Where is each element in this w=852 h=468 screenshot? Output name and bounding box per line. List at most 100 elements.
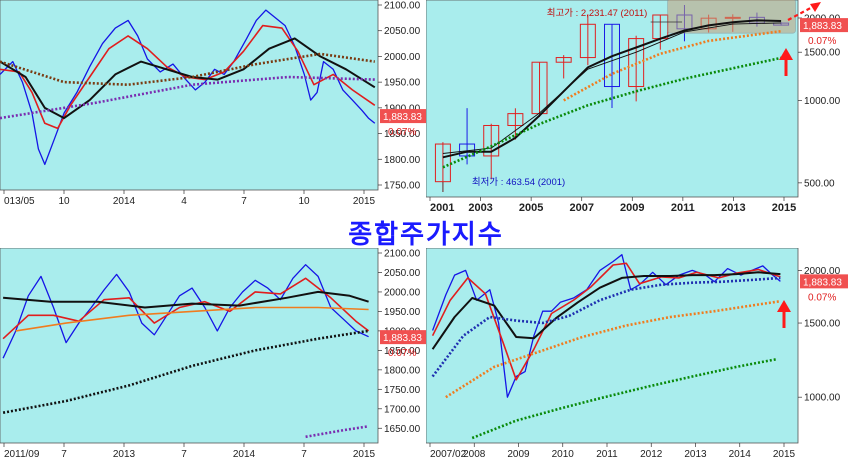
x-tick-label: 2007/02 bbox=[430, 449, 467, 460]
y-tick-label: 1950.00 bbox=[384, 78, 421, 89]
x-tick-label: 2001 bbox=[430, 202, 454, 214]
candle-body bbox=[531, 61, 548, 115]
y-tick-label: 1750.00 bbox=[384, 385, 421, 396]
current-value-badge bbox=[800, 274, 848, 289]
x-tick-label: 2009 bbox=[620, 202, 644, 214]
x-tick-label: 2014 bbox=[113, 196, 136, 207]
series-orange_ma bbox=[445, 299, 781, 399]
x-tick-label: 2005 bbox=[519, 202, 543, 214]
x-tick-label: 2012 bbox=[640, 449, 663, 460]
series-mid_ma bbox=[431, 271, 781, 350]
series-purple_ma bbox=[0, 75, 375, 120]
y-tick-label: 1000.00 bbox=[804, 96, 841, 107]
series-navy_ma bbox=[431, 276, 781, 378]
x-tick-label: 4 bbox=[181, 196, 187, 207]
x-tick-label: 2014 bbox=[233, 449, 256, 460]
y-tick-label: 2100.00 bbox=[384, 249, 421, 260]
y-tick-label: 500.00 bbox=[804, 178, 835, 189]
candle-body bbox=[555, 57, 572, 63]
candle-body bbox=[507, 113, 524, 126]
change-text: 0.07% bbox=[808, 36, 836, 47]
x-tick-label: 2013 bbox=[684, 449, 707, 460]
y-tick-label: 2100.00 bbox=[384, 1, 421, 12]
y-tick-label: 1900.00 bbox=[384, 103, 421, 114]
y-tick-label: 1500.00 bbox=[804, 319, 841, 330]
x-tick-label: 10 bbox=[58, 196, 70, 207]
x-tick-label: 2011 bbox=[671, 202, 695, 214]
chart-panel-daily-2013: 2100.00 2050.00 2000.00 1950.00 1900.00 1850.… bbox=[0, 0, 428, 218]
series-green_ma bbox=[442, 56, 782, 169]
x-tick-label: 7 bbox=[61, 449, 67, 460]
x-tick-label: 2011/09 bbox=[4, 449, 40, 460]
x-tick-label: 013/05 bbox=[4, 196, 35, 207]
plot-area bbox=[0, 0, 379, 191]
series-purple_ma bbox=[305, 425, 369, 439]
y-tick-label: 1800.00 bbox=[384, 365, 421, 376]
current-value-text: 1,883.83 bbox=[803, 21, 842, 32]
y-tick-label: 1850.00 bbox=[384, 346, 421, 357]
series-mid_ma bbox=[3, 290, 369, 309]
x-tick-label: 2003 bbox=[468, 202, 492, 214]
y-tick-label: 1950.00 bbox=[384, 307, 421, 318]
series-price bbox=[431, 254, 781, 398]
y-tick-label: 2000.00 bbox=[804, 266, 841, 277]
y-tick-label: 1000.00 bbox=[804, 393, 841, 404]
arrow-head bbox=[810, 2, 821, 12]
candle-body bbox=[579, 23, 596, 59]
x-tick-label: 2015 bbox=[353, 449, 376, 460]
x-tick-label: 10 bbox=[298, 196, 310, 207]
y-tick-label: 2000.00 bbox=[384, 52, 421, 63]
x-tick-label: 2014 bbox=[729, 449, 752, 460]
x-tick-label: 7 bbox=[181, 449, 187, 460]
chart-daily-2013: 2100.00 2050.00 2000.00 1950.00 1900.00 1850.… bbox=[0, 0, 428, 214]
series-mid_ma bbox=[0, 37, 376, 120]
low-annotation: 최저가 : 463.54 (2001) bbox=[472, 177, 565, 188]
x-tick-label: 2013 bbox=[721, 202, 745, 214]
high-annotation: 최고가 : 2,231.47 (2011) bbox=[547, 8, 648, 19]
arrow-head bbox=[777, 300, 791, 312]
page-title: 종합주가지수 bbox=[348, 220, 504, 250]
chart-panel-yearly-2001: 2000.001500.001000.00500.002001200320052… bbox=[425, 0, 852, 218]
x-tick-label: 7 bbox=[241, 196, 247, 207]
y-tick-label: 1500.00 bbox=[804, 48, 841, 59]
current-value-text: 1,883.83 bbox=[803, 277, 842, 288]
x-tick-label: 2007 bbox=[569, 202, 593, 214]
y-tick-label: 1650.00 bbox=[384, 424, 421, 435]
x-tick-label: 2009 bbox=[507, 449, 530, 460]
series-orange_ma bbox=[15, 306, 369, 332]
series-green_ma bbox=[471, 358, 777, 440]
y-tick-label: 2050.00 bbox=[384, 268, 421, 279]
series-price bbox=[0, 9, 376, 166]
series-mid_ma bbox=[2, 329, 369, 414]
series-mid_ma bbox=[442, 19, 782, 159]
y-tick-label: 1800.00 bbox=[384, 155, 421, 166]
x-tick-label: 2013 bbox=[113, 449, 136, 460]
candle-body bbox=[483, 124, 500, 157]
chart-yearly-2001: 2000.001500.001000.00500.002001200320052… bbox=[425, 0, 852, 214]
x-tick-label: 2008 bbox=[463, 449, 486, 460]
y-tick-label: 2050.00 bbox=[384, 26, 421, 37]
candle-body bbox=[604, 23, 620, 88]
y-tick-label: 1700.00 bbox=[384, 404, 421, 415]
current-value-text: 1,883.83 bbox=[383, 333, 422, 344]
highlight-box bbox=[667, 0, 796, 34]
current-value-badge bbox=[800, 18, 848, 33]
current-value-badge bbox=[380, 330, 428, 345]
arrow-head bbox=[779, 48, 793, 60]
series-short_ma bbox=[431, 262, 781, 381]
change-text: 0.07% bbox=[388, 127, 416, 138]
x-tick-label: 2011 bbox=[596, 449, 618, 460]
y-tick-label: 2000.00 bbox=[384, 287, 421, 298]
change-text: 0.07% bbox=[388, 348, 416, 359]
plot-area bbox=[0, 247, 379, 444]
chart-panel-weekly-2007: 2000.00 1500.00 1000.00 2007/02 2008 2009 2010… bbox=[425, 247, 852, 468]
current-value-text: 1,883.83 bbox=[383, 112, 422, 123]
chart-panel-daily-2011: 2100.002050.002000.001950.001900.001850.… bbox=[0, 247, 428, 468]
series-orange_ma bbox=[563, 29, 782, 102]
x-tick-label: 2015 bbox=[772, 202, 796, 214]
current-value-badge bbox=[380, 109, 428, 124]
y-tick-label: 1750.00 bbox=[384, 181, 421, 192]
plot-area bbox=[425, 247, 799, 444]
series-price bbox=[2, 264, 369, 359]
